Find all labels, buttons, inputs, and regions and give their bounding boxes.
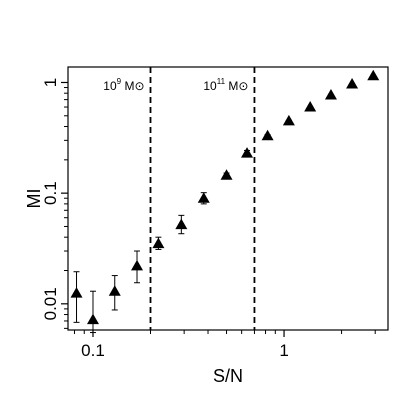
data-point [261, 129, 274, 141]
y-tick-label: 0.1 [41, 181, 60, 205]
threshold-label-1: 109 M⊙ [103, 77, 144, 93]
data-point [175, 218, 188, 230]
data-point [197, 192, 210, 203]
data-point [108, 285, 121, 296]
plot-area: 109 M⊙ 1011 M⊙ [70, 67, 380, 334]
error-bar [89, 290, 96, 334]
data-point [131, 259, 144, 271]
x-tick-label: 1 [279, 341, 288, 360]
y-tick-label: 1 [41, 78, 60, 87]
data-point [282, 114, 295, 126]
data-point [86, 313, 99, 325]
data-point [324, 89, 337, 100]
axes: 0.1 1 0.01 0.1 1 [41, 78, 376, 360]
data-point [70, 287, 83, 298]
data-point [241, 147, 254, 158]
data-point [152, 237, 165, 249]
y-tick-label: 0.01 [41, 287, 60, 320]
y-axis-title: MI [24, 189, 44, 209]
data-point [367, 69, 380, 81]
data-point [304, 101, 317, 112]
x-tick-label: 0.1 [81, 341, 105, 360]
threshold-label-2: 1011 M⊙ [203, 77, 248, 93]
x-axis-title: S/N [213, 366, 243, 386]
data-point [220, 169, 233, 180]
data-point [346, 77, 359, 89]
